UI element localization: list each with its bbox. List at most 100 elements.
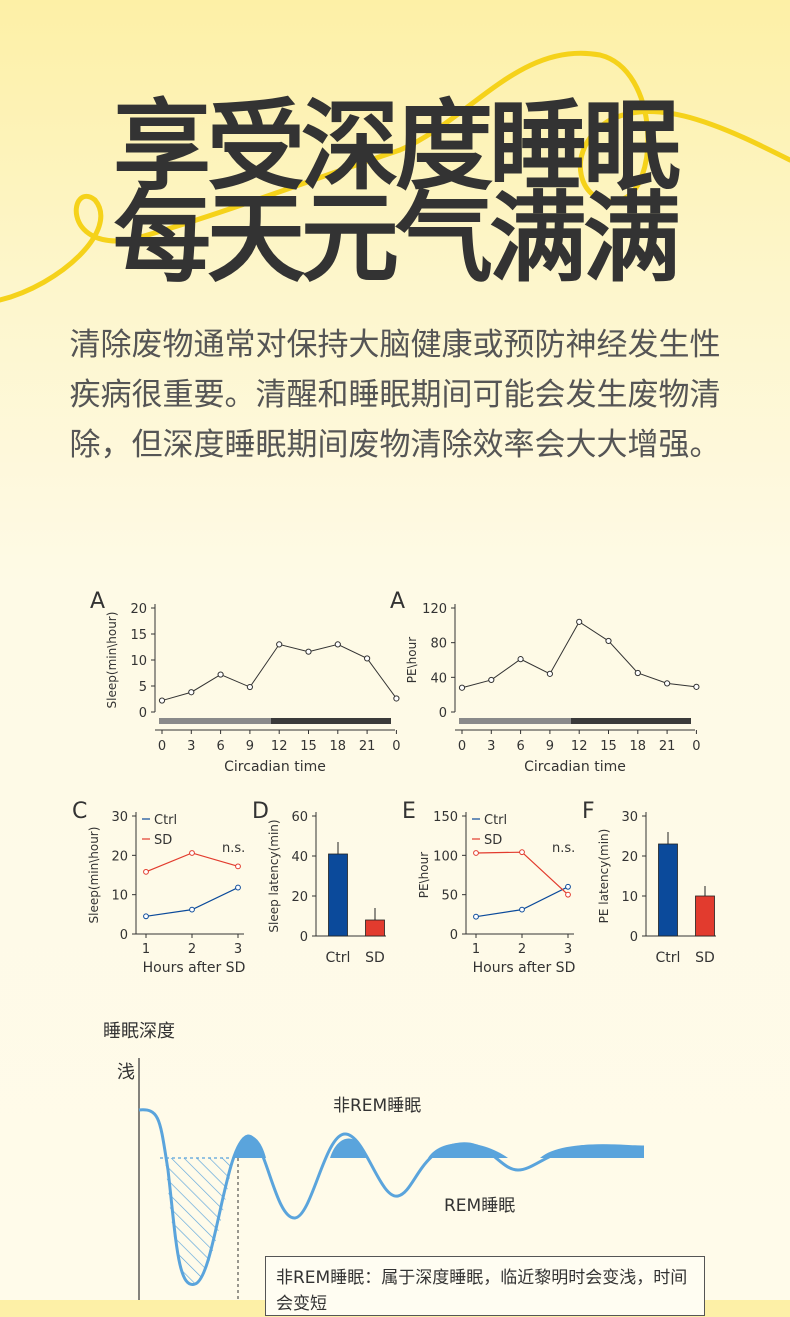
x-tick-label: 0 [392, 739, 400, 754]
sleep-depth-curve [138, 1108, 645, 1286]
panel-letter: D [252, 799, 269, 824]
x-tick-label: 0 [158, 739, 166, 754]
data-point [546, 670, 554, 677]
shallow-label: 浅 [117, 1062, 135, 1083]
x-axis-label: Hours after SD [473, 960, 576, 976]
x-tick-label: 3 [564, 942, 572, 957]
data-point [664, 680, 671, 687]
data-point-sd [189, 850, 195, 856]
scribble-line [0, 50, 790, 303]
panel-letter: E [402, 799, 416, 824]
data-point-ctrl [189, 906, 195, 913]
panel-letter: A [390, 589, 405, 614]
panel-c-y-tick-label: 30 [111, 810, 128, 825]
legend-label: Ctrl [154, 813, 177, 828]
panel-f-y-tick-label: 0 [630, 930, 638, 945]
series-line [161, 643, 397, 702]
x-tick-label: 18 [630, 739, 647, 754]
light-phase-bar [159, 718, 271, 724]
headline-line-2: 每天元气满满 [112, 182, 681, 296]
panel-e-y-tick-label: 50 [441, 889, 458, 904]
deep-sleep-hatch [165, 1158, 234, 1285]
panel-a-y-tick-label: 15 [130, 628, 147, 643]
data-point-ctrl [565, 883, 571, 890]
x-tick-label: 3 [187, 739, 195, 754]
x-tick-label: 1 [142, 942, 150, 957]
legend-label: SD [484, 833, 502, 848]
panel-d-y-tick-label: 20 [291, 890, 308, 905]
panel-a-y-tick-label: 80 [430, 637, 447, 652]
data-point [158, 697, 166, 704]
panel-e-y-tick-label: 0 [450, 928, 458, 943]
dark-phase-bar [271, 718, 391, 724]
headline-line-1: 享受深度睡眠 [112, 90, 681, 204]
panel-letter: A [90, 589, 105, 614]
x-tick-label: 21 [359, 739, 376, 754]
decorative-scribble [0, 50, 790, 303]
x-tick-label: 21 [659, 739, 676, 754]
x-tick-label: 3 [487, 739, 495, 754]
x-tick-label: Ctrl [326, 950, 351, 966]
data-point [576, 618, 583, 625]
x-tick-label: 2 [188, 942, 196, 957]
nrem-label: 非REM睡眠 [333, 1096, 421, 1116]
bar-ctrl [658, 843, 678, 937]
panel-c-y-tick-label: 0 [120, 928, 128, 943]
sleep-depth-title: 睡眠深度 [103, 1021, 175, 1042]
panel-letter: F [582, 799, 595, 824]
x-tick-label: 0 [692, 739, 700, 754]
x-axis-label: Circadian time [224, 759, 326, 775]
x-tick-label: 15 [600, 739, 617, 754]
panel-c-y-label: Sleep(min\hour) [87, 827, 101, 924]
x-tick-label: SD [365, 950, 385, 966]
legend-label: SD [154, 833, 172, 848]
data-point-sd [235, 863, 241, 870]
x-tick-label: 18 [330, 739, 347, 754]
data-point [217, 671, 224, 678]
nrem-note-box: 非REM睡眠：属于深度睡眠，临近黎明时会变浅，时间会变短 [265, 1256, 705, 1316]
panel-letter: C [72, 799, 87, 824]
data-point [246, 683, 253, 691]
data-point [693, 683, 700, 690]
x-tick-label: 3 [234, 942, 242, 957]
data-point [458, 684, 466, 691]
panel-d-y-tick-label: 0 [300, 930, 308, 945]
series-line-sd [475, 851, 569, 896]
data-point-ctrl [235, 884, 241, 891]
data-point-sd [519, 849, 525, 856]
x-tick-label: 12 [571, 739, 588, 754]
panel-c-y-tick-label: 20 [111, 849, 128, 864]
x-tick-label: 9 [246, 739, 254, 754]
light-phase-bar [459, 718, 571, 724]
data-point-sd [565, 891, 571, 898]
x-tick-label: 6 [516, 739, 524, 754]
data-point-ctrl [473, 913, 479, 920]
data-point-ctrl [519, 906, 525, 913]
panel-a-y-tick-label: 40 [430, 671, 447, 686]
data-point-sd [143, 868, 149, 875]
panel-f-y-tick-label: 30 [621, 810, 638, 825]
series-line [461, 621, 697, 689]
panel-a-y-tick-label: 120 [422, 602, 447, 617]
sleep-depth-chart: 睡眠深度 浅 非REM睡眠 REM睡眠 [103, 1021, 645, 1300]
panel-a-y-tick-label: 0 [439, 706, 447, 721]
data-point [488, 676, 495, 684]
dark-phase-bar [571, 718, 691, 724]
panel-a-y-label: Sleep(min\hour) [105, 612, 119, 709]
panel-a-y-tick-label: 20 [130, 602, 147, 617]
panel-a-y-label: PE\hour [405, 637, 419, 683]
x-axis-label: Hours after SD [143, 960, 246, 976]
x-tick-label: 9 [546, 739, 554, 754]
panel-d-y-tick-label: 60 [291, 810, 308, 825]
panel-f-y-label: PE latency(min) [597, 829, 611, 924]
data-point [334, 641, 341, 648]
x-tick-label: 0 [458, 739, 466, 754]
x-tick-label: 15 [300, 739, 317, 754]
x-axis-label: Circadian time [524, 759, 626, 775]
x-tick-label: 12 [271, 739, 288, 754]
nrem-hump-4 [540, 1144, 644, 1158]
x-tick-label: 1 [472, 942, 480, 957]
data-point [517, 656, 524, 663]
bar-sd [695, 895, 715, 937]
